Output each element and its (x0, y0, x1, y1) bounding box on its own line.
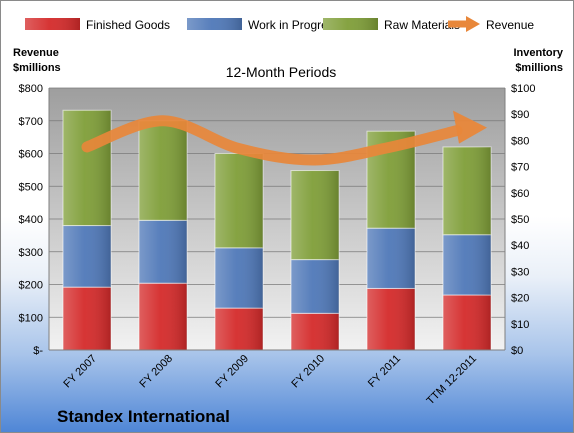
legend-swatch-shading (323, 18, 378, 30)
left-axis-label-line1: Revenue (13, 47, 59, 59)
left-axis-label-line2: $millions (13, 62, 61, 74)
company-name: Standex International (57, 407, 230, 426)
left-tick-label: $800 (19, 83, 43, 95)
right-tick-label: $60 (511, 188, 529, 200)
x-tick-label: FY 2010 (289, 353, 327, 391)
legend-label: Revenue (486, 18, 534, 32)
right-tick-label: $70 (511, 162, 529, 174)
right-ticks: $0 $10 $20 $30 $40 $50 $60 $70 $80 $90 $100 (511, 83, 535, 357)
right-tick-label: $10 (511, 319, 529, 331)
legend-label: Finished Goods (86, 18, 170, 32)
right-tick-label: $80 (511, 135, 529, 147)
right-tick-label: $90 (511, 109, 529, 121)
bar-segment-shading (443, 234, 491, 295)
bar-segment-shading (139, 120, 187, 221)
right-tick-label: $20 (511, 293, 529, 305)
right-tick-label: $50 (511, 214, 529, 226)
bar-segment-shading (443, 146, 491, 235)
legend: Finished Goods Work in Progress Raw Materi… (25, 16, 534, 32)
bar-segment-shading (291, 313, 339, 350)
left-tick-label: $700 (19, 116, 43, 128)
legend-swatch-shading (187, 18, 242, 30)
left-tick-label: $100 (19, 312, 43, 324)
left-tick-label: $400 (19, 214, 43, 226)
legend-arrow-head (466, 16, 480, 32)
left-tick-label: $300 (19, 247, 43, 259)
legend-label: Raw Materials (384, 18, 460, 32)
x-tick-label: FY 2009 (213, 353, 251, 391)
revenue-line-path (81, 115, 463, 166)
bar-segment-shading (63, 225, 111, 288)
right-axis-label-line1: Inventory (513, 47, 563, 59)
bar-segment-shading (443, 294, 491, 350)
bar-segment-shading (367, 288, 415, 350)
left-tick-label: $200 (19, 280, 43, 292)
bar-segment-shading (215, 247, 263, 309)
bar-segment-shading (139, 220, 187, 284)
left-ticks: $- $100 $200 $300 $400 $500 $600 $700 $800 (19, 83, 44, 357)
legend-label: Work in Progress (248, 18, 340, 32)
chart-title: 12-Month Periods (226, 64, 337, 80)
bar-segment-shading (215, 308, 263, 350)
revenue-line (81, 110, 487, 166)
x-tick-label: FY 2008 (137, 353, 175, 391)
right-axis-label-line2: $millions (515, 62, 563, 74)
x-tick-label: FY 2007 (61, 353, 99, 391)
right-tick-label: $30 (511, 266, 529, 278)
bar-segment-shading (291, 170, 339, 260)
right-tick-label: $40 (511, 240, 529, 252)
x-tick-label: TTM 12-2011 (425, 353, 480, 408)
revenue-arrowhead (453, 110, 487, 144)
right-tick-label: $100 (511, 83, 535, 95)
legend-swatch-shading (25, 18, 80, 30)
right-tick-label: $0 (511, 345, 523, 357)
bar-segment-shading (367, 228, 415, 289)
bar-segment-shading (63, 110, 111, 226)
bar-segment-shading (63, 287, 111, 350)
left-tick-label: $- (33, 345, 43, 357)
left-tick-label: $500 (19, 181, 43, 193)
bar-segment-shading (215, 153, 263, 248)
bar-segment-shading (139, 283, 187, 350)
x-tick-label: FY 2011 (366, 353, 403, 390)
left-tick-label: $600 (19, 149, 43, 161)
bar-segment-shading (291, 259, 339, 314)
x-labels: FY 2007 FY 2008 FY 2009 FY 2010 FY 2011 TTM 1… (61, 353, 479, 408)
